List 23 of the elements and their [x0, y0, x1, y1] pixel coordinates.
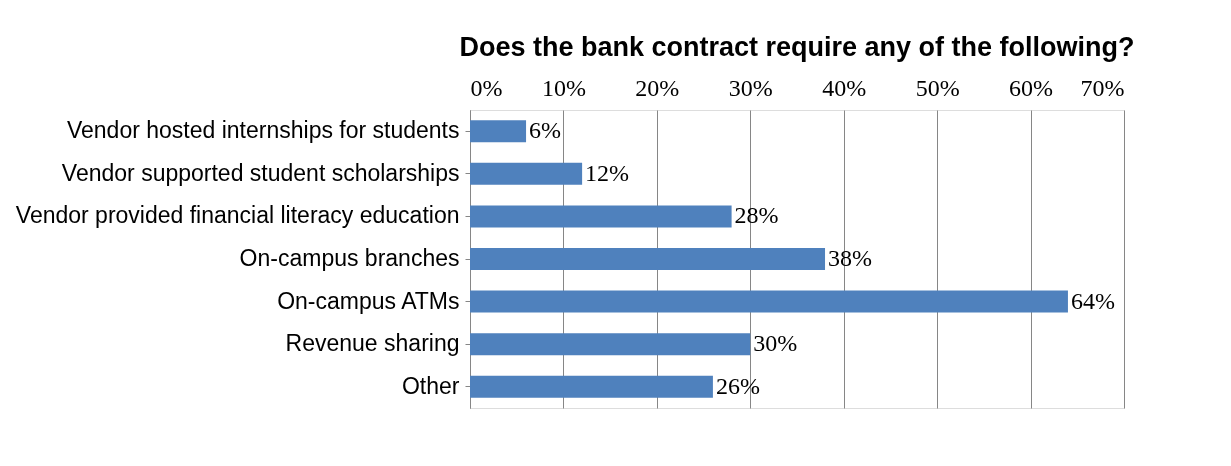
data-label: 6% [529, 117, 562, 144]
x-tick-label: 10% [541, 74, 586, 101]
x-tick-label: 60% [1009, 74, 1054, 101]
x-tick-label: 50% [915, 74, 960, 101]
x-tick-label: 40% [822, 74, 867, 101]
data-label: 64% [1070, 287, 1115, 314]
data-label: 30% [753, 330, 798, 357]
y-tick-label: Vendor supported student scholarships [61, 159, 460, 186]
y-tick-label: On-campus ATMs [277, 287, 460, 314]
y-tick-label: Revenue sharing [285, 330, 460, 357]
y-tick-label: Vendor hosted internships for students [66, 117, 460, 144]
x-tick-label: 0% [470, 74, 503, 101]
x-tick-label: 20% [635, 74, 680, 101]
x-tick-label: 70% [1080, 74, 1125, 101]
data-label: 26% [715, 372, 760, 399]
data-label: 38% [828, 245, 873, 271]
data-label: 28% [734, 202, 779, 229]
y-tick-label: Other [401, 372, 460, 399]
y-tick-label: Vendor provided financial literacy education [15, 202, 460, 229]
chart-title: Does the bank contract require any of the following? [459, 32, 1135, 62]
y-tick-label: On-campus branches [239, 245, 460, 271]
data-label: 12% [585, 159, 630, 186]
x-tick-label: 30% [728, 74, 773, 101]
